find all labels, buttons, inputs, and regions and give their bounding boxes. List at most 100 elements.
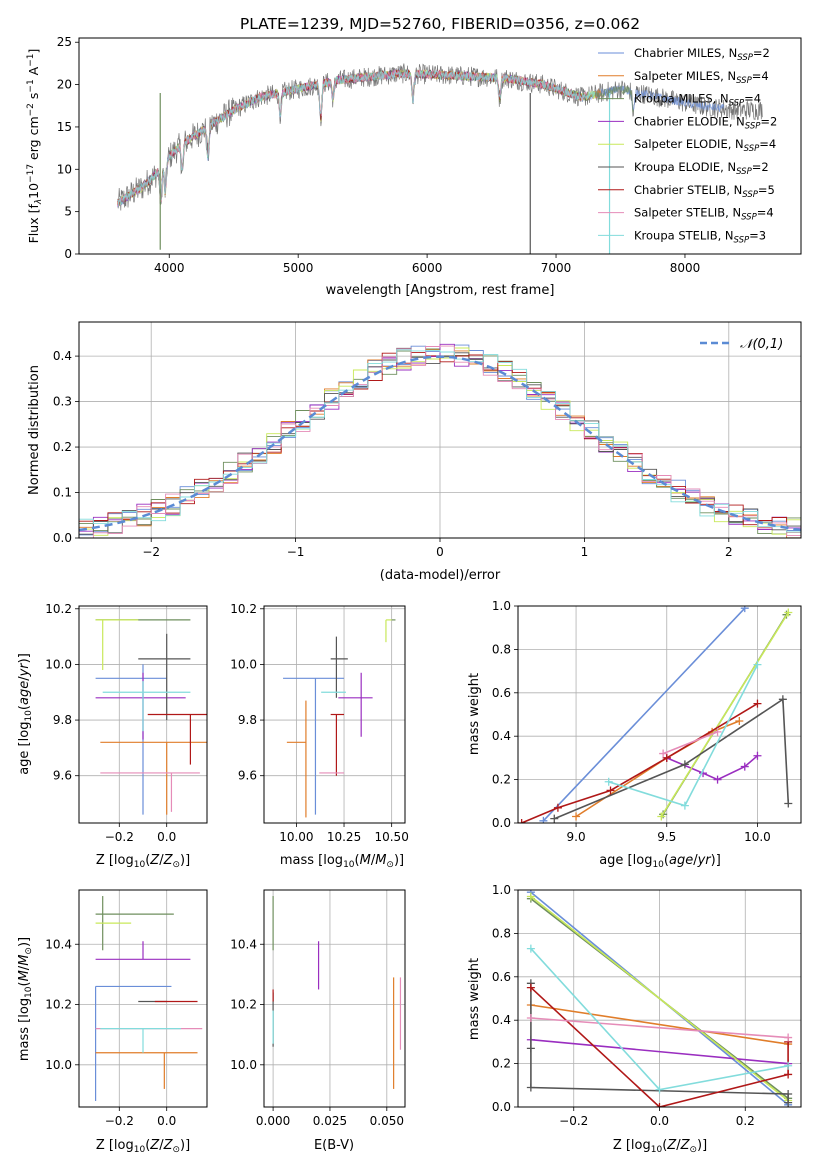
weight-vs-age-x-axis-label: age [log10(age/yr)] (599, 853, 721, 870)
legend-text: Salpeter STELIB, N (634, 206, 741, 220)
weight-series-line (530, 1038, 789, 1065)
y-tick-label: 10.2 (230, 602, 257, 616)
weight-marker (680, 801, 689, 810)
weight-marker (784, 608, 793, 617)
weight-series-line (530, 987, 789, 1107)
y-tick-label: 0.0 (492, 816, 511, 830)
y-tick-label: 1.0 (492, 883, 511, 897)
x-tick-label: −0.2 (105, 830, 134, 844)
residuals-ticks: −2 −1 0 1 2 0.0 0.1 0.2 0.3 0.4 (53, 349, 733, 559)
y-tick-label: 9.6 (53, 769, 72, 783)
legend-text: =3 (749, 228, 766, 242)
legend-subscript: SSP (734, 235, 750, 245)
y-tick-label: 0.2 (53, 440, 72, 454)
weight-marker (662, 753, 671, 762)
legend-entry: Salpeter MILES, NSSP=4 (634, 69, 769, 86)
weight-marker (572, 812, 581, 821)
weight-marker (740, 762, 749, 771)
y-tick-label: 10.4 (230, 937, 257, 951)
legend-subscript: SSP (729, 99, 745, 109)
mass-vs-metallicity-axes-frame (78, 889, 208, 1108)
normal-legend-label: 𝒩(0,1) (740, 337, 783, 352)
weight-marker (606, 786, 615, 795)
weight-marker (713, 775, 722, 784)
y-tick-label: 0.6 (492, 686, 511, 700)
weight-series-line (660, 612, 789, 817)
mass-vs-metallicity-panel: −0.2 0.0 10.0 10.2 10.4 Z [log10(Z/Z⊙)] mass… (17, 889, 208, 1155)
age-vs-mass-ticks: 10.00 10.25 10.50 9.6 9.8 10.0 10.2 (230, 602, 409, 844)
residuals-x-axis-label: (data-model)/error (380, 568, 501, 583)
x-tick-label: 6000 (412, 261, 443, 275)
legend-subscript: SSP (736, 167, 752, 177)
x-tick-label: 8000 (670, 261, 701, 275)
weight-marker (784, 799, 793, 808)
y-tick-label: 10 (57, 162, 72, 176)
legend-entry: Chabrier MILES, NSSP=2 (634, 46, 770, 63)
weight-series-line (662, 731, 718, 755)
x-tick-label: 5000 (283, 261, 314, 275)
legend-text: =4 (757, 206, 774, 220)
weight-marker (518, 819, 526, 823)
weight-vs-metallicity-ticks: −0.2 0.0 0.2 0.0 0.2 0.4 0.6 0.8 1.0 (492, 883, 755, 1128)
weight-vs-age-ticks: 9.0 9.5 10.0 0.0 0.2 0.4 0.6 0.8 1.0 (492, 599, 771, 844)
x-tick-label: 0.0 (157, 830, 176, 844)
spectrum-x-axis-label: wavelength [Angstrom, rest frame] (326, 283, 555, 298)
age-vs-metallicity-axes-frame (78, 605, 208, 824)
weight-marker (659, 749, 668, 758)
legend-entry: Chabrier STELIB, NSSP=5 (634, 183, 775, 200)
weight-marker (526, 944, 535, 953)
y-tick-label: 0.2 (492, 773, 511, 787)
model-spectrum-line (117, 68, 596, 207)
residuals-legend: 𝒩(0,1) (700, 337, 783, 352)
mass-vs-extinction-ticks: 0.000 0.025 0.050 10.0 10.2 10.4 (230, 937, 404, 1128)
y-tick-label: 10.0 (45, 657, 72, 671)
weight-series-line (530, 1017, 789, 1039)
legend-entry: Kroupa ELODIE, NSSP=2 (634, 160, 769, 177)
legend-text: =4 (744, 92, 761, 106)
x-tick-label: 2 (725, 545, 733, 559)
legend-entry: Kroupa STELIB, NSSP=3 (634, 228, 766, 245)
y-tick-label: 0.4 (492, 729, 511, 743)
x-tick-label: 9.0 (567, 830, 586, 844)
y-tick-label: 0.1 (53, 486, 72, 500)
legend-text: Kroupa ELODIE, N (634, 160, 736, 174)
legend-text: Chabrier MILES, N (634, 46, 737, 60)
weight-marker (784, 1033, 793, 1042)
x-tick-label: 9.5 (657, 830, 676, 844)
spectrum-ticks: 4000 5000 6000 7000 8000 0 5 10 15 20 25 (57, 35, 701, 275)
weight-marker (526, 892, 535, 901)
x-tick-label: −2 (142, 545, 160, 559)
mass-vs-metallicity-ticks: −0.2 0.0 10.0 10.2 10.4 (45, 937, 176, 1128)
spectrum-axes-frame (78, 37, 802, 255)
weight-series-line (530, 1004, 789, 1045)
weight-marker (553, 803, 562, 812)
spectrum-panel: PLATE=1239, MJD=52760, FIBERID=0356, z=0… (26, 15, 802, 298)
mass-vs-metallicity-plot-area (79, 890, 207, 1107)
y-tick-label: 0 (64, 247, 72, 261)
y-tick-label: 10.4 (45, 937, 72, 951)
spectrum-y-axis-label: Flux [fλ10−17 erg cm−2 s−1 A−1] (26, 49, 44, 244)
y-tick-label: 0.8 (492, 642, 511, 656)
legend-text: =4 (759, 137, 776, 151)
weight-marker (784, 1089, 793, 1098)
y-tick-label: 0.3 (53, 395, 72, 409)
weight-marker (526, 983, 535, 992)
x-tick-label: 10.50 (374, 830, 408, 844)
weight-series-line (542, 607, 746, 822)
weight-marker (735, 717, 744, 726)
normal-distribution-curve (79, 355, 801, 532)
legend-text: =5 (758, 183, 775, 197)
y-tick-label: 10.0 (230, 657, 257, 671)
x-tick-label: 0 (436, 545, 444, 559)
residuals-plot-area (79, 322, 801, 538)
residuals-panel: −2 −1 0 1 2 0.0 0.1 0.2 0.3 0.4 (data-model)/erro… (27, 321, 802, 583)
y-tick-label: 0.2 (492, 1057, 511, 1071)
age-vs-mass-plot-area (264, 606, 405, 823)
weight-marker (604, 777, 613, 786)
weight-marker (713, 727, 722, 736)
legend-text: Salpeter MILES, N (634, 69, 736, 83)
weight-vs-metallicity-plot-area (518, 890, 801, 1107)
age-vs-metallicity-ticks: −0.2 0.0 9.6 9.8 10.0 10.2 (45, 602, 176, 844)
x-tick-label: 0.0 (650, 1114, 669, 1128)
